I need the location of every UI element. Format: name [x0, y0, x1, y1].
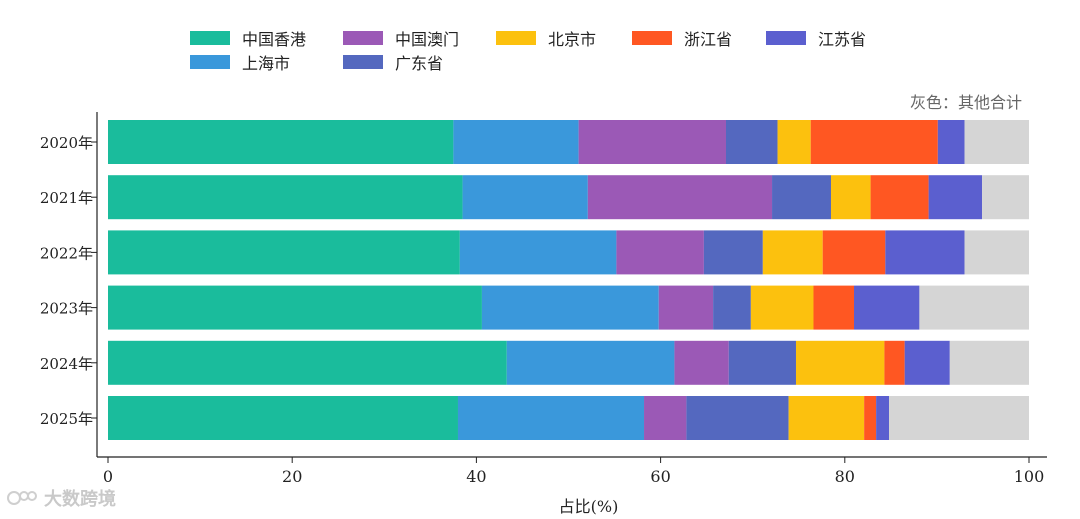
bar-segment: [822, 230, 886, 275]
legend-label: 北京市: [548, 30, 597, 49]
legend-swatch: [496, 31, 536, 45]
x-tick-label: 0: [103, 467, 113, 486]
bar-segment: [750, 285, 814, 330]
x-tick-label: 40: [466, 467, 486, 486]
y-tick-label: 2025年: [40, 410, 93, 428]
bar-segment: [674, 340, 729, 385]
bar-segment: [830, 175, 871, 220]
bar-segment: [108, 175, 463, 220]
bar-segment: [481, 285, 659, 330]
bar-segment: [587, 175, 773, 220]
bar-segment: [854, 285, 920, 330]
bar-segment: [949, 340, 1029, 385]
bar-segment: [457, 396, 645, 440]
watermark-text: 大数跨境: [44, 489, 116, 510]
legend-swatch: [632, 31, 672, 45]
bar-segment: [884, 340, 905, 385]
bar-segment: [889, 396, 1029, 440]
bar-segment: [919, 285, 1029, 330]
y-tick-label: 2021年: [40, 189, 93, 207]
bar-segment: [616, 230, 704, 275]
bar-segment: [453, 120, 579, 164]
bar-segment: [644, 396, 687, 440]
bar-segment: [459, 230, 617, 275]
bar-segment: [578, 120, 726, 164]
bar-segment: [772, 175, 831, 220]
bar-segment: [870, 175, 929, 220]
y-tick-label: 2020年: [40, 134, 93, 152]
y-tick-label: 2024年: [40, 355, 93, 373]
legend-item: 江苏省: [766, 26, 866, 50]
legend-swatch: [766, 31, 806, 45]
legend-swatch: [190, 31, 230, 45]
bar-segment: [813, 285, 855, 330]
bar-segment: [982, 175, 1029, 220]
bar-segment: [108, 396, 458, 440]
bar-segment: [108, 340, 507, 385]
legend-swatch: [190, 55, 230, 69]
legend-label: 上海市: [242, 54, 291, 73]
legend-item: 浙江省: [632, 26, 732, 50]
legend-swatch: [343, 31, 383, 45]
bar-segment: [725, 120, 778, 164]
legend-swatch: [343, 55, 383, 69]
x-axis-label: 占比(%): [559, 497, 619, 516]
legend-item: 北京市: [496, 26, 596, 50]
bar-segment: [777, 120, 811, 164]
watermark-logo-icon: [7, 491, 37, 505]
bar-segment: [788, 396, 865, 440]
bar-segment: [795, 340, 885, 385]
bar-segment: [964, 230, 1029, 275]
y-tick-label: 2023年: [40, 300, 93, 318]
bar-segment: [762, 230, 823, 275]
bar-segment: [964, 120, 1029, 164]
bar-segment: [713, 285, 751, 330]
legend-label: 中国澳门: [395, 30, 460, 49]
bar-segment: [928, 175, 983, 220]
bar-segment: [506, 340, 675, 385]
x-tick-label: 60: [650, 467, 670, 486]
bar-segment: [108, 120, 454, 164]
other-total-note: 灰色：其他合计: [909, 93, 1022, 112]
legend-label: 广东省: [395, 54, 444, 73]
legend-label: 江苏省: [818, 30, 867, 49]
bar-segment: [876, 396, 890, 440]
bar-segment: [686, 396, 789, 440]
bar-segment: [728, 340, 796, 385]
bar-segment: [937, 120, 965, 164]
x-tick-label: 20: [282, 467, 302, 486]
x-tick-label: 80: [835, 467, 855, 486]
legend-item: 上海市: [190, 50, 290, 74]
bar-segment: [108, 230, 460, 275]
bar-segment: [864, 396, 877, 440]
bar-segment: [658, 285, 714, 330]
watermark: 大数跨境: [6, 485, 116, 511]
y-tick-label: 2022年: [40, 244, 93, 262]
legend-item: 中国香港: [190, 26, 306, 50]
x-tick-label: 100: [1014, 467, 1045, 486]
legend-label: 浙江省: [684, 30, 733, 49]
bar-segment: [885, 230, 965, 275]
bar-segment: [108, 285, 482, 330]
bar-segment: [462, 175, 588, 220]
bar-segment: [904, 340, 950, 385]
legend-label: 中国香港: [242, 30, 307, 49]
legend-item: 广东省: [343, 50, 443, 74]
bar-segment: [703, 230, 763, 275]
bar-segment: [810, 120, 938, 164]
legend-item: 中国澳门: [343, 26, 459, 50]
